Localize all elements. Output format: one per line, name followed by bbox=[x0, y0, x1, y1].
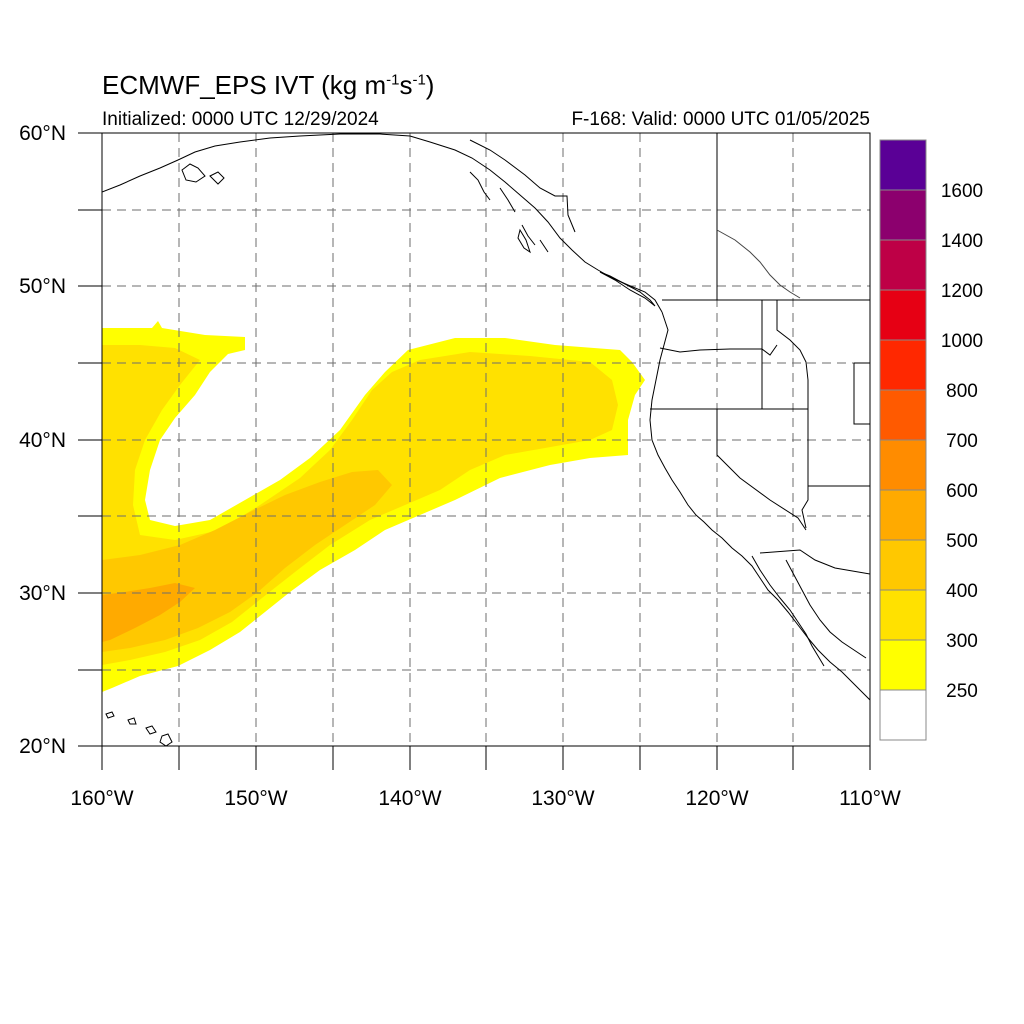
lon-labels: 160°W 150°W 140°W 130°W 120°W 110°W bbox=[70, 787, 901, 810]
colorbar-label: 1600 bbox=[941, 181, 983, 202]
lon-label-120w: 120°W bbox=[685, 787, 748, 810]
colorbar-box bbox=[879, 189, 927, 241]
lon-label-160w: 160°W bbox=[70, 787, 133, 810]
colorbar-label: 1200 bbox=[941, 281, 983, 302]
initialized-time: Initialized: 0000 UTC 12/29/2024 bbox=[102, 109, 379, 130]
colorbar-box bbox=[879, 139, 927, 191]
chart-title: ECMWF_EPS IVT (kg m-1s-1) bbox=[102, 70, 435, 100]
lat-label-40: 40°N bbox=[19, 429, 66, 452]
colorbar-box bbox=[879, 289, 927, 341]
colorbar: 250 300 400 500 600 700 800 1000 1200 1400 1600 bbox=[879, 139, 983, 741]
lat-label-20: 20°N bbox=[19, 735, 66, 758]
colorbar-box bbox=[879, 689, 927, 741]
colorbar-label: 300 bbox=[946, 631, 978, 652]
ivt-shading bbox=[102, 321, 645, 692]
colorbar-label: 800 bbox=[946, 381, 978, 402]
coastlines bbox=[102, 133, 870, 746]
colorbar-label: 1000 bbox=[941, 331, 983, 352]
colorbar-box bbox=[879, 339, 927, 391]
lon-label-110w: 110°W bbox=[839, 787, 901, 810]
state-borders bbox=[650, 229, 870, 575]
colorbar-box bbox=[879, 439, 927, 491]
colorbar-label: 400 bbox=[946, 581, 978, 602]
lat-labels: 20°N 30°N 40°N 50°N 60°N bbox=[19, 122, 66, 758]
lat-label-60: 60°N bbox=[19, 122, 66, 145]
colorbar-label: 700 bbox=[946, 431, 978, 452]
valid-time: F-168: Valid: 0000 UTC 01/05/2025 bbox=[571, 109, 870, 130]
grid-lines bbox=[102, 133, 870, 746]
colorbar-box bbox=[879, 539, 927, 591]
lon-label-140w: 140°W bbox=[378, 787, 441, 810]
colorbar-box bbox=[879, 239, 927, 291]
axis-ticks bbox=[78, 132, 871, 770]
colorbar-label: 600 bbox=[946, 481, 978, 502]
ivt-plume-500 bbox=[102, 583, 195, 642]
colorbar-label: 250 bbox=[946, 681, 978, 702]
colorbar-box bbox=[879, 389, 927, 441]
colorbar-box bbox=[879, 589, 927, 641]
lat-label-30: 30°N bbox=[19, 582, 66, 605]
lat-label-50: 50°N bbox=[19, 275, 66, 298]
colorbar-label: 1400 bbox=[941, 231, 983, 252]
colorbar-label: 500 bbox=[946, 531, 978, 552]
lon-label-130w: 130°W bbox=[531, 787, 594, 810]
colorbar-box bbox=[879, 489, 927, 541]
colorbar-box bbox=[879, 639, 927, 691]
lon-label-150w: 150°W bbox=[224, 787, 287, 810]
